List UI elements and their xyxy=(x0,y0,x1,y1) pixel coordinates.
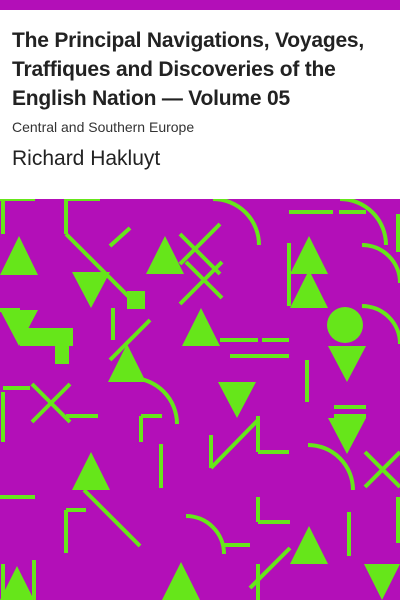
book-subtitle: Central and Southern Europe xyxy=(12,119,195,135)
pattern-shapes xyxy=(0,236,400,600)
pattern-background xyxy=(0,199,400,600)
book-author: Richard Hakluyt xyxy=(12,147,161,170)
cover-header: The Principal Navigations, Voyages, Traf… xyxy=(0,10,400,199)
book-title: The Principal Navigations, Voyages, Traf… xyxy=(12,29,365,110)
top-accent-bar xyxy=(0,0,400,10)
cover-pattern xyxy=(0,199,400,600)
